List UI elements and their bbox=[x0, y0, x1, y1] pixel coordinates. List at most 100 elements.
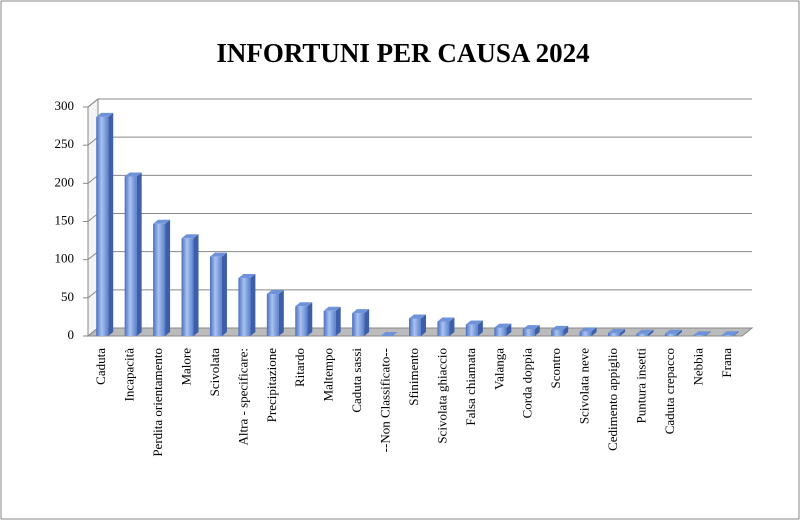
x-tick-label: Falsa chiamata bbox=[463, 348, 478, 426]
bar-top bbox=[181, 234, 199, 239]
x-tick-label: Scontro bbox=[548, 348, 563, 388]
bar-top bbox=[352, 309, 370, 314]
x-tick-label: Frana bbox=[719, 348, 734, 378]
bar-top bbox=[522, 325, 540, 330]
bar-top bbox=[693, 331, 711, 336]
bar-side bbox=[108, 112, 114, 336]
bar bbox=[551, 329, 564, 336]
bar-top bbox=[295, 302, 313, 307]
bar-side bbox=[534, 325, 540, 336]
y-tick-label: 100 bbox=[55, 251, 75, 266]
bar-top bbox=[551, 325, 569, 330]
bar bbox=[153, 223, 166, 336]
x-tick-label: Corda doppia bbox=[520, 348, 535, 419]
bar bbox=[579, 331, 592, 336]
bar-side bbox=[506, 323, 512, 336]
bar-side bbox=[477, 320, 483, 336]
bar-side bbox=[676, 329, 682, 336]
x-tick-label: Puntura insetti bbox=[633, 348, 648, 424]
x-tick-label: Malore bbox=[179, 348, 194, 386]
bar bbox=[608, 332, 621, 336]
bar bbox=[522, 329, 535, 336]
y-tick-label: 150 bbox=[55, 212, 75, 227]
bar bbox=[693, 335, 706, 336]
x-tick-label: Caduta bbox=[93, 348, 108, 385]
x-tick-label: Maltempo bbox=[321, 348, 336, 401]
bar-top bbox=[494, 323, 512, 328]
bar bbox=[437, 321, 450, 336]
y-tick-label: 300 bbox=[55, 98, 75, 113]
bar bbox=[124, 176, 137, 336]
bar bbox=[494, 327, 507, 336]
x-tick-label: Nebbia bbox=[690, 348, 705, 386]
bar-top bbox=[664, 329, 682, 334]
x-tick-label: Caduta crepacco bbox=[662, 348, 677, 434]
bar-top bbox=[721, 331, 739, 336]
bar-top bbox=[636, 329, 654, 334]
bar-top bbox=[465, 320, 483, 325]
bar-side bbox=[620, 328, 626, 336]
bar-side bbox=[307, 302, 313, 336]
x-tick-label: Valanga bbox=[491, 348, 506, 390]
x-tick-label: Altra - specificare: bbox=[235, 348, 250, 445]
bar-side bbox=[421, 314, 426, 336]
bar bbox=[352, 313, 365, 336]
bar bbox=[721, 335, 734, 336]
bar bbox=[295, 306, 308, 336]
x-tick-label: Scivolata bbox=[207, 348, 222, 397]
bar-top bbox=[209, 252, 227, 257]
bar-side bbox=[449, 317, 455, 336]
bar-side bbox=[563, 325, 569, 336]
bar-side bbox=[250, 273, 256, 336]
x-tick-label: Perdita orientamento bbox=[150, 348, 165, 457]
y-tick-label: 200 bbox=[55, 174, 75, 189]
x-tick-label: Caduta sassi bbox=[349, 348, 364, 413]
bar-side bbox=[165, 219, 171, 336]
bar-side bbox=[591, 327, 597, 336]
bar bbox=[238, 277, 251, 336]
bar bbox=[465, 324, 478, 336]
bar bbox=[266, 294, 279, 336]
y-tick-label: 250 bbox=[55, 136, 75, 151]
bar-top bbox=[608, 328, 626, 333]
bar-top bbox=[323, 306, 341, 311]
bar-side bbox=[364, 309, 370, 336]
y-tick-label: 0 bbox=[68, 327, 75, 342]
bar-side bbox=[335, 306, 341, 336]
bar-side bbox=[733, 331, 739, 336]
x-tick-label: Scivolata ghiaccio bbox=[434, 348, 449, 444]
bar-top bbox=[153, 219, 171, 224]
grid-line bbox=[87, 98, 752, 108]
bar-top bbox=[238, 273, 256, 278]
x-tick-label: Incapacità bbox=[122, 348, 137, 402]
bar bbox=[409, 318, 421, 336]
x-tick-label: Cedimento appiglio bbox=[605, 348, 620, 451]
x-tick-label: Scivolata neve bbox=[577, 348, 592, 424]
bar bbox=[636, 333, 649, 336]
x-tick-label: --Non Classificato-- bbox=[378, 348, 393, 452]
bar-side bbox=[221, 252, 227, 336]
bar-top bbox=[409, 314, 426, 319]
x-tick-label: Precipitazione bbox=[264, 348, 279, 423]
bar-top bbox=[124, 172, 142, 177]
x-tick-label: Sfinimento bbox=[406, 348, 421, 406]
bar bbox=[96, 116, 109, 336]
bar-top bbox=[380, 332, 398, 336]
bar bbox=[323, 310, 336, 336]
bar-side bbox=[193, 234, 199, 336]
bar-side bbox=[136, 172, 142, 336]
bar-top bbox=[437, 317, 455, 322]
bar bbox=[181, 238, 194, 336]
bar-side bbox=[648, 329, 654, 336]
bar bbox=[209, 256, 222, 336]
bar-top bbox=[266, 290, 284, 295]
bar-top bbox=[96, 112, 114, 117]
bar bbox=[664, 333, 677, 336]
bar-side bbox=[278, 290, 284, 336]
bar-side bbox=[705, 331, 711, 336]
x-tick-label: Ritardo bbox=[292, 348, 307, 387]
chart-title: INFORTUNI PER CAUSA 2024 bbox=[216, 38, 589, 68]
